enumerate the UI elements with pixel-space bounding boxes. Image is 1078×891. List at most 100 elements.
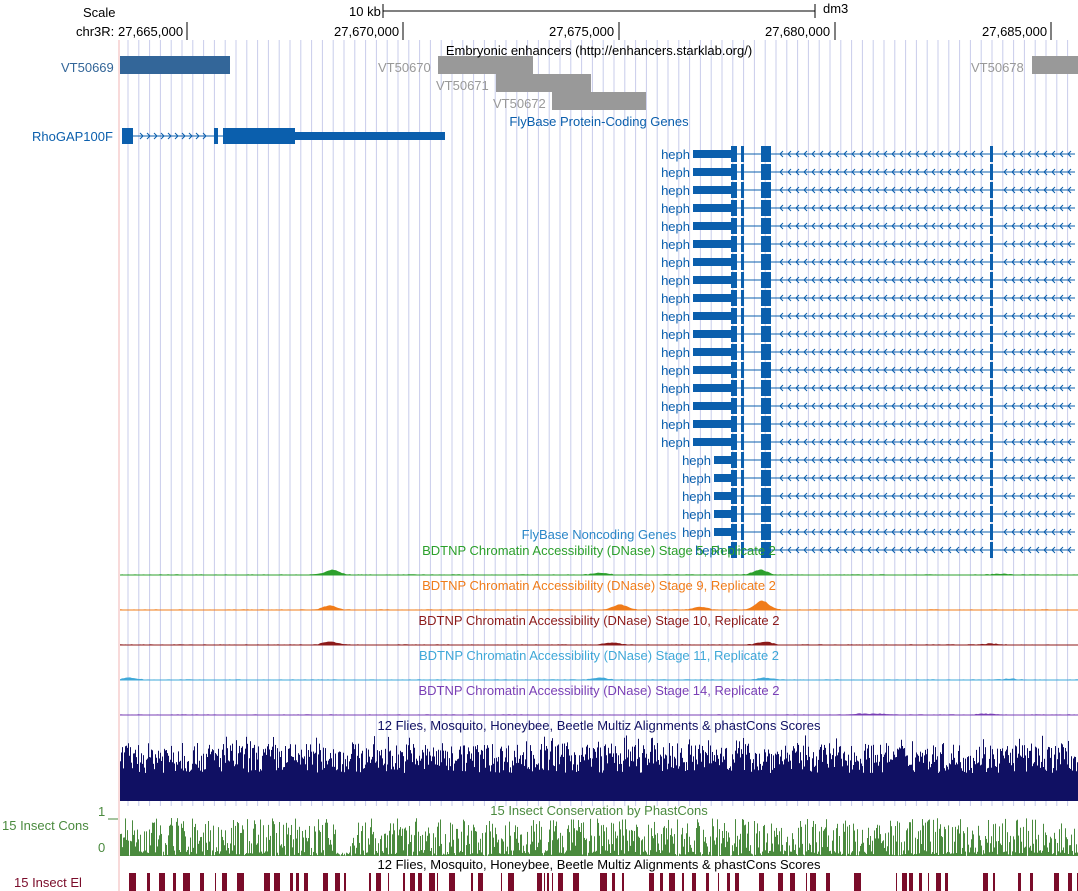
track-title-multiz[interactable]: 12 Flies, Mosquito, Honeybee, Beetle Mul… (377, 718, 821, 733)
strand-arrow (963, 258, 968, 266)
multiz-bar (481, 749, 482, 801)
strand-arrow (779, 528, 784, 536)
gene-label-heph[interactable]: heph (661, 399, 690, 414)
strand-arrow (1035, 348, 1040, 356)
strand-arrow (803, 222, 808, 230)
track-title-elements[interactable]: 12 Flies, Mosquito, Honeybee, Beetle Mul… (377, 857, 821, 872)
phastcons-bar (536, 824, 537, 856)
track-title-phastcons[interactable]: 15 Insect Conservation by PhastCons (490, 803, 708, 818)
phastcons-bar (518, 842, 519, 856)
phastcons-bar (797, 855, 798, 856)
gene-label-heph[interactable]: heph (661, 255, 690, 270)
gene-label-heph[interactable]: heph (682, 507, 711, 522)
multiz-bar (463, 745, 464, 801)
strand-arrow (827, 240, 832, 248)
gene-label-heph[interactable]: heph (682, 453, 711, 468)
track-title-flybase-coding[interactable]: FlyBase Protein-Coding Genes (509, 114, 689, 129)
phastcons-bar (127, 830, 128, 856)
strand-arrow (1019, 240, 1024, 248)
track-title-dnase-stage14[interactable]: BDTNP Chromatin Accessibility (DNase) St… (418, 683, 780, 698)
phastcons-bar (642, 839, 643, 856)
gene-label-heph[interactable]: heph (661, 309, 690, 324)
gene-exon (741, 326, 744, 342)
gene-label-heph[interactable]: heph (682, 489, 711, 504)
strand-arrow (979, 204, 984, 212)
phastcons-ymin: 0 (98, 840, 106, 855)
gene-label-heph[interactable]: heph (661, 201, 690, 216)
multiz-bar (295, 744, 296, 801)
strand-arrow (883, 420, 888, 428)
track-title-dnase-stage11[interactable]: BDTNP Chromatin Accessibility (DNase) St… (418, 648, 780, 663)
gene-label-heph[interactable]: heph (661, 165, 690, 180)
gene-label-heph[interactable]: heph (661, 183, 690, 198)
gene-label-heph[interactable]: heph (661, 381, 690, 396)
strand-arrow (891, 150, 896, 158)
gene-label-heph[interactable]: heph (661, 363, 690, 378)
multiz-bar (1019, 738, 1020, 801)
strand-arrow (803, 312, 808, 320)
gene-label-heph[interactable]: heph (695, 543, 724, 558)
phastcons-bar (614, 850, 615, 856)
gene-label-heph[interactable]: heph (661, 147, 690, 162)
enhancer-label[interactable]: VT50671 (436, 78, 489, 93)
track-title-flybase-noncoding[interactable]: FlyBase Noncoding Genes (521, 527, 677, 542)
multiz-bar (980, 765, 981, 801)
phastcons-bar (201, 836, 202, 856)
phastcons-bar (213, 825, 214, 856)
side-label-phastcons[interactable]: 15 Insect Cons (2, 818, 89, 833)
strand-arrow (787, 222, 792, 230)
phastcons-bar (938, 855, 939, 856)
gene-label-heph[interactable]: heph (682, 525, 711, 540)
phastcons-bar (1042, 850, 1043, 856)
track-title-dnase-stage10[interactable]: BDTNP Chromatin Accessibility (DNase) St… (418, 613, 780, 628)
gene-label-heph[interactable]: heph (661, 273, 690, 288)
phastcons-bar (927, 821, 928, 856)
gene-label-heph[interactable]: heph (661, 417, 690, 432)
track-title-dnase-stage5[interactable]: BDTNP Chromatin Accessibility (DNase) St… (422, 543, 776, 558)
conserved-element (344, 873, 346, 891)
gene-label-heph[interactable]: heph (661, 327, 690, 342)
phastcons-bar (963, 831, 964, 856)
strand-arrow (1059, 474, 1064, 482)
gene-label-heph[interactable]: heph (682, 471, 711, 486)
multiz-bar (800, 752, 801, 801)
multiz-bar (631, 760, 632, 801)
strand-arrow (859, 348, 864, 356)
gene-label-heph[interactable]: heph (661, 237, 690, 252)
gene-label-heph[interactable]: heph (661, 291, 690, 306)
multiz-bar (557, 745, 558, 801)
strand-arrow (803, 492, 808, 500)
track-title-dnase-stage9[interactable]: BDTNP Chromatin Accessibility (DNase) St… (422, 578, 776, 593)
gene-exon (741, 434, 744, 450)
enhancer-label[interactable]: VT50669 (61, 60, 114, 75)
conserved-element (304, 873, 308, 891)
phastcons-bar (962, 847, 963, 856)
multiz-bar (1032, 766, 1033, 801)
gene-label-heph[interactable]: heph (661, 345, 690, 360)
strand-arrow (1003, 546, 1008, 554)
track-title-enhancers[interactable]: Embryonic enhancers (http://enhancers.st… (445, 43, 753, 58)
enhancer-label[interactable]: VT50670 (378, 60, 431, 75)
multiz-bar (914, 771, 915, 801)
multiz-bar (542, 768, 543, 801)
phastcons-bar (349, 852, 350, 856)
enhancer-label[interactable]: VT50678 (971, 60, 1024, 75)
strand-arrow (1011, 258, 1016, 266)
strand-arrow (1035, 168, 1040, 176)
gene-label-heph[interactable]: heph (661, 219, 690, 234)
side-label-elements[interactable]: 15 Insect El (14, 875, 82, 890)
phastcons-bar (878, 838, 879, 856)
phastcons-bar (729, 837, 730, 856)
strand-arrow (875, 384, 880, 392)
multiz-bar (920, 751, 921, 801)
phastcons-bar (509, 821, 510, 856)
phastcons-bar (359, 842, 360, 856)
gene-label-rhogap100f[interactable]: RhoGAP100F (32, 129, 113, 144)
gene-label-heph[interactable]: heph (661, 435, 690, 450)
phastcons-bar (1040, 850, 1041, 856)
multiz-bar (292, 756, 293, 801)
enhancer-label[interactable]: VT50672 (493, 96, 546, 111)
phastcons-bar (837, 823, 838, 856)
